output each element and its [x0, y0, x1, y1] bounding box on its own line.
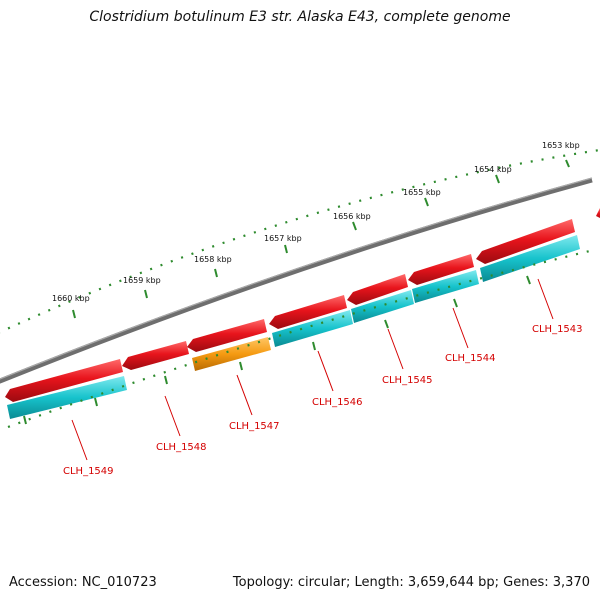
scale-tick — [214, 268, 218, 278]
inner-scale-tick — [384, 319, 389, 329]
inner-scale-tick — [23, 415, 27, 425]
leader-clh-1549 — [71, 419, 88, 461]
inner-scale-tick — [526, 275, 531, 285]
scale-label-1657: 1657 kbp — [264, 234, 302, 243]
gene-label-clh-1545[interactable]: CLH_1545 — [382, 375, 433, 386]
scale-tick — [495, 174, 500, 184]
inner-scale-tick — [453, 298, 458, 308]
gene-label-clh-1547[interactable]: CLH_1547 — [229, 421, 280, 432]
cds-feature[interactable] — [7, 376, 127, 419]
gene-arrow[interactable] — [269, 295, 347, 329]
gene-arrow[interactable] — [187, 319, 267, 352]
scale-outer — [0, 148, 600, 334]
cds-feature[interactable] — [412, 270, 479, 303]
leader-clh-1546 — [317, 350, 334, 392]
cds-feature[interactable] — [480, 235, 580, 282]
gene-arrow[interactable] — [347, 274, 408, 305]
accession-text: Accession: NC_010723 — [9, 575, 157, 590]
genome-backbone — [0, 177, 593, 384]
scale-label-1653: 1653 kbp — [542, 141, 580, 150]
forward-genes — [5, 208, 600, 402]
scale-label-1654: 1654 kbp — [474, 165, 512, 174]
scale-tick — [284, 244, 288, 254]
inner-scale-tick — [94, 397, 98, 407]
gene-label-clh-1549[interactable]: CLH_1549 — [63, 466, 114, 477]
cds-feature[interactable] — [351, 290, 414, 323]
scale-tick — [565, 159, 570, 168]
gene-labels: CLH_1543 CLH_1544 CLH_1545 CLH_1546 CLH_… — [63, 324, 583, 477]
cds-features — [7, 235, 580, 419]
leader-clh-1545 — [387, 328, 404, 370]
inner-scale-tick — [239, 361, 243, 371]
gene-label-clh-1548[interactable]: CLH_1548 — [156, 442, 207, 453]
scale-label-1658: 1658 kbp — [194, 255, 232, 264]
scale-tick — [424, 197, 429, 207]
leader-clh-1543 — [537, 278, 554, 320]
genome-summary-text: Topology: circular; Length: 3,659,644 bp… — [232, 575, 590, 590]
scale-inner — [7, 248, 595, 429]
scale-label-1660: 1660 kbp — [52, 294, 90, 303]
gene-label-clh-1544[interactable]: CLH_1544 — [445, 353, 496, 364]
scale-label-1655: 1655 kbp — [403, 188, 441, 197]
scale-tick — [144, 289, 148, 299]
gene-label-clh-1546[interactable]: CLH_1546 — [312, 397, 363, 408]
leader-clh-1548 — [164, 395, 181, 437]
gene-arrow[interactable] — [476, 219, 575, 264]
inner-scale-tick — [312, 341, 316, 351]
gene-arrow[interactable] — [408, 254, 474, 285]
gene-arrow[interactable] — [122, 341, 189, 370]
leader-clh-1547 — [236, 374, 253, 416]
genome-title: Clostridium botulinum E3 str. Alaska E43… — [89, 9, 511, 25]
scale-tick — [72, 309, 76, 319]
gene-label-clh-1543[interactable]: CLH_1543 — [532, 324, 583, 335]
scale-label-1656: 1656 kbp — [333, 212, 371, 221]
gene-arrow[interactable] — [5, 359, 123, 402]
label-leaders — [71, 278, 554, 461]
scale-tick — [352, 221, 357, 231]
genome-backbone-highlight — [0, 177, 593, 380]
gene-arrow-edge[interactable] — [596, 208, 600, 220]
scale-label-1659: 1659 kbp — [123, 276, 161, 285]
scale-labels: 1653 kbp 1654 kbp 1655 kbp 1656 kbp 1657… — [52, 141, 580, 303]
inner-scale-tick — [164, 375, 168, 385]
leader-clh-1544 — [452, 307, 469, 349]
inner-scale-dotted-arc — [7, 248, 595, 429]
highlighted-gene[interactable] — [192, 337, 271, 371]
